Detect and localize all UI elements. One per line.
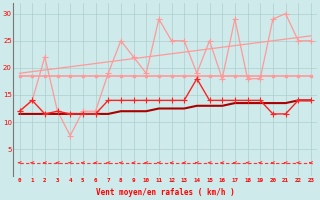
X-axis label: Vent moyen/en rafales ( km/h ): Vent moyen/en rafales ( km/h ) <box>96 188 235 197</box>
